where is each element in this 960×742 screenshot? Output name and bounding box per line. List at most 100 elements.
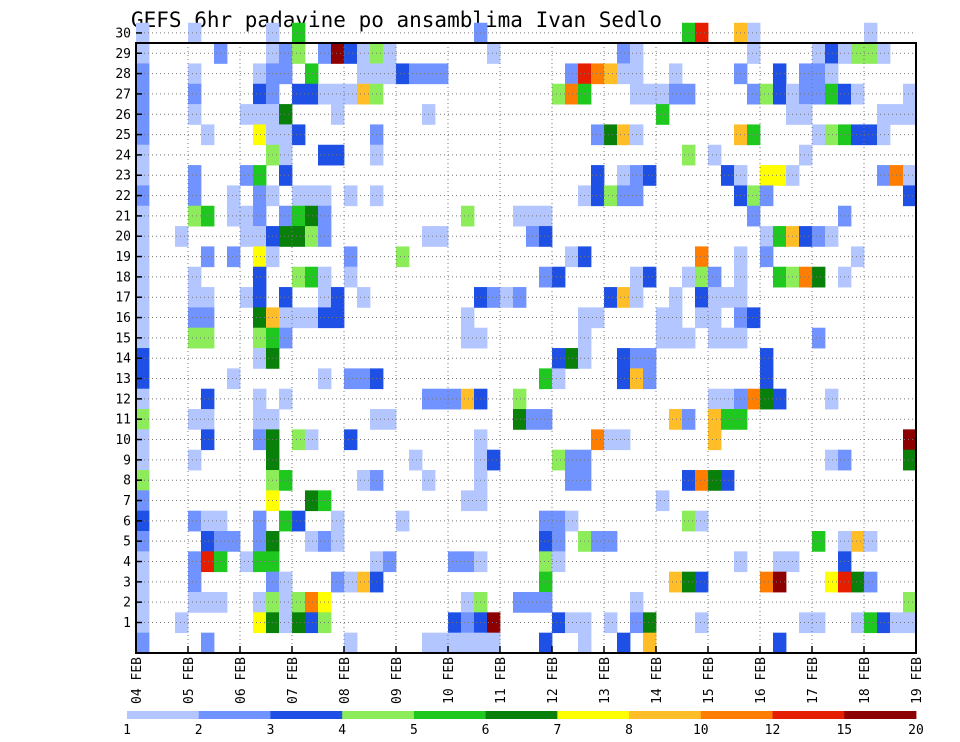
- heatmap-cell: [240, 165, 254, 186]
- heatmap-cell: [539, 531, 553, 552]
- heatmap-cell: [253, 612, 267, 634]
- heatmap-cell: [695, 246, 709, 268]
- colorbar-label: 20: [908, 723, 924, 738]
- heatmap-cell: [188, 307, 202, 329]
- heatmap-cell: [305, 63, 319, 85]
- heatmap-cell: [396, 510, 410, 532]
- heatmap-cell: [188, 571, 202, 593]
- heatmap-cell: [799, 226, 813, 247]
- heatmap-cell: [695, 287, 709, 308]
- y-tick-label: 7: [123, 494, 131, 509]
- heatmap-cell: [253, 388, 267, 410]
- heatmap-cell: [448, 551, 462, 573]
- heatmap-cell: [136, 185, 150, 207]
- heatmap-cell: [591, 165, 605, 186]
- heatmap-cell: [760, 571, 774, 593]
- heatmap-cell: [279, 124, 293, 146]
- y-tick-label: 8: [123, 474, 131, 489]
- heatmap-cell: [435, 388, 449, 410]
- heatmap-cell: [188, 63, 202, 85]
- x-tick-label: 14 FEB: [650, 657, 665, 704]
- heatmap-cell: [760, 246, 774, 268]
- heatmap-cell: [669, 63, 683, 85]
- y-tick-label: 2: [123, 596, 131, 611]
- heatmap-cell: [591, 429, 605, 451]
- heatmap-cell: [643, 348, 657, 369]
- heatmap-cell: [825, 63, 839, 85]
- heatmap-cell: [136, 327, 150, 349]
- heatmap-cell: [708, 429, 722, 451]
- heatmap-cell: [227, 246, 241, 268]
- y-tick-label: 1: [123, 616, 131, 631]
- heatmap-cell: [240, 551, 254, 573]
- heatmap-cell: [539, 592, 553, 613]
- heatmap-cell: [201, 307, 215, 329]
- heatmap-cell: [188, 287, 202, 308]
- heatmap-cell: [253, 63, 267, 85]
- heatmap-cell: [240, 104, 254, 125]
- heatmap-cell: [136, 490, 150, 512]
- heatmap-cell: [136, 144, 150, 166]
- heatmap-cell: [383, 409, 397, 430]
- y-tick-label: 16: [115, 311, 131, 326]
- heatmap-cell: [617, 165, 631, 186]
- heatmap-cell: [279, 510, 293, 532]
- heatmap-cell: [487, 612, 501, 634]
- y-axis-ticks: 1234567891011121314151617181920212223242…: [115, 26, 142, 631]
- heatmap-cell: [136, 592, 150, 613]
- y-tick-label: 3: [123, 575, 131, 590]
- heatmap-cell: [227, 185, 241, 207]
- heatmap-cell: [617, 185, 631, 207]
- heatmap-cell: [136, 22, 150, 44]
- heatmap-cell: [591, 185, 605, 207]
- heatmap-cell: [669, 571, 683, 593]
- heatmap-cell: [903, 83, 917, 105]
- heatmap-cell: [617, 368, 631, 390]
- heatmap-cell: [279, 43, 293, 64]
- heatmap-cell: [708, 266, 722, 288]
- heatmap-cell: [357, 83, 371, 105]
- heatmap-cell: [669, 327, 683, 349]
- heatmap-cell: [747, 43, 761, 64]
- colorbar-segment: [413, 711, 487, 719]
- heatmap-cell: [721, 388, 735, 410]
- y-tick-label: 20: [115, 230, 131, 245]
- heatmap-cell: [903, 429, 917, 451]
- colorbar-segment: [198, 711, 271, 719]
- heatmap-cell: [747, 83, 761, 105]
- heatmap-cell: [851, 246, 865, 268]
- heatmap-cell: [279, 104, 293, 125]
- heatmap-cell: [136, 246, 150, 268]
- x-tick-label: 08 FEB: [338, 657, 353, 704]
- heatmap-cell: [279, 63, 293, 85]
- heatmap-cell: [383, 43, 397, 64]
- heatmap-cell: [383, 551, 397, 573]
- heatmap-cell: [279, 571, 293, 593]
- heatmap-cell: [344, 266, 358, 288]
- heatmap-cell: [877, 124, 891, 146]
- heatmap-cell: [383, 63, 397, 85]
- heatmap-cell: [812, 266, 826, 288]
- heatmap-cell: [708, 388, 722, 410]
- heatmap-cell: [305, 266, 319, 288]
- heatmap-cell: [357, 470, 371, 491]
- plot-frame: [135, 42, 917, 654]
- heatmap-cell: [292, 43, 306, 64]
- heatmap-cell: [565, 83, 579, 105]
- heatmap-cell: [461, 490, 475, 512]
- heatmap-cell: [461, 592, 475, 613]
- heatmap-cell: [747, 22, 761, 44]
- heatmap-cell: [253, 551, 267, 573]
- heatmap-cell: [136, 226, 150, 247]
- colorbar-segment: [844, 711, 917, 719]
- colorbar-label: 7: [553, 723, 561, 738]
- heatmap-cell: [279, 388, 293, 410]
- heatmap-cell: [604, 429, 618, 451]
- heatmap-cell: [604, 287, 618, 308]
- y-tick-label: 6: [123, 514, 131, 529]
- heatmap-cell: [604, 185, 618, 207]
- heatmap-cell: [903, 185, 917, 207]
- heatmap-cell: [604, 63, 618, 85]
- heatmap-cell: [279, 144, 293, 166]
- heatmap-cell: [552, 449, 566, 471]
